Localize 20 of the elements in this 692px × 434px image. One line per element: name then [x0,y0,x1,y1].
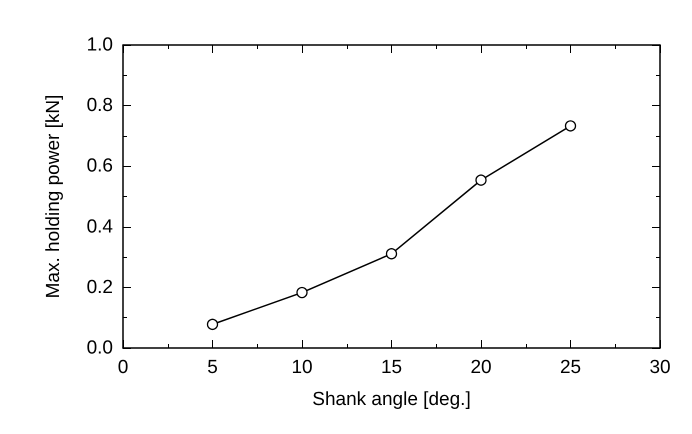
point [475,174,487,186]
y-tick-label: 0.2 [86,276,113,298]
point [564,120,576,132]
x-tick-label: 25 [560,357,582,378]
point [206,318,218,330]
y-axis-title: Max. holding power [kN] [43,94,64,298]
x-tick-label: 5 [207,357,218,378]
x-tick-label: 10 [291,357,313,378]
y-tick-label: 0.6 [86,156,113,177]
x-tick-label: 30 [649,357,671,378]
y-tick-label: 0.8 [86,95,113,116]
point [296,286,308,298]
y-tick-label: 1.0 [86,34,113,56]
x-tick-label: 15 [380,357,402,378]
x-axis-title: Shank angle [deg.] [312,389,471,410]
y-tick-label: 0.4 [86,216,114,238]
x-tick-label: 20 [470,357,492,378]
point [386,248,398,260]
x-tick-label: 0 [118,357,128,378]
y-tick-label: 0.0 [86,338,113,358]
